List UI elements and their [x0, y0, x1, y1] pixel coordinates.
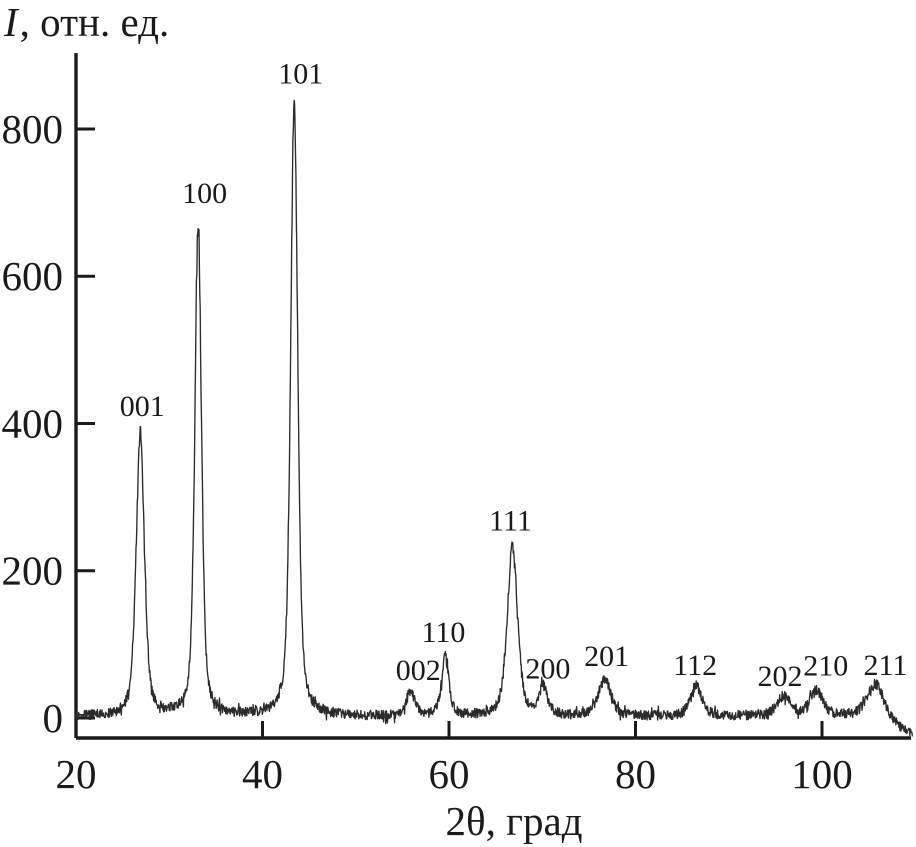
y-tick-label: 0 [43, 695, 64, 741]
peak-label-211: 211 [863, 649, 907, 682]
xrd-trace [75, 99, 913, 737]
x-axis-title: 2θ, град [445, 798, 583, 844]
x-tick-label: 40 [242, 751, 283, 797]
y-axis-title-units: , отн. ед. [19, 0, 170, 45]
y-axis-title: I, отн. ед. [4, 0, 169, 44]
peak-label-101: 101 [278, 58, 323, 91]
y-axis-title-symbol: I [4, 0, 18, 45]
peak-label-112: 112 [673, 649, 717, 682]
x-tick-label: 20 [56, 751, 97, 797]
peak-label-210: 210 [803, 650, 848, 683]
peak-label-200: 200 [525, 653, 570, 686]
peak-label-100: 100 [182, 177, 227, 210]
peak-label-110: 110 [421, 616, 465, 649]
x-tick-label: 100 [791, 751, 853, 797]
y-tick-label: 200 [2, 548, 64, 594]
peak-label-001: 001 [120, 390, 165, 423]
y-tick-label: 400 [2, 400, 64, 446]
y-tick-label: 800 [2, 106, 64, 152]
x-tick-label: 80 [615, 751, 656, 797]
peak-label-201: 201 [584, 640, 629, 673]
peak-label-202: 202 [758, 660, 803, 693]
peak-label-111: 111 [489, 505, 532, 538]
peak-label-002: 002 [396, 654, 441, 687]
y-tick-label: 600 [2, 253, 64, 299]
x-tick-label: 60 [429, 751, 470, 797]
